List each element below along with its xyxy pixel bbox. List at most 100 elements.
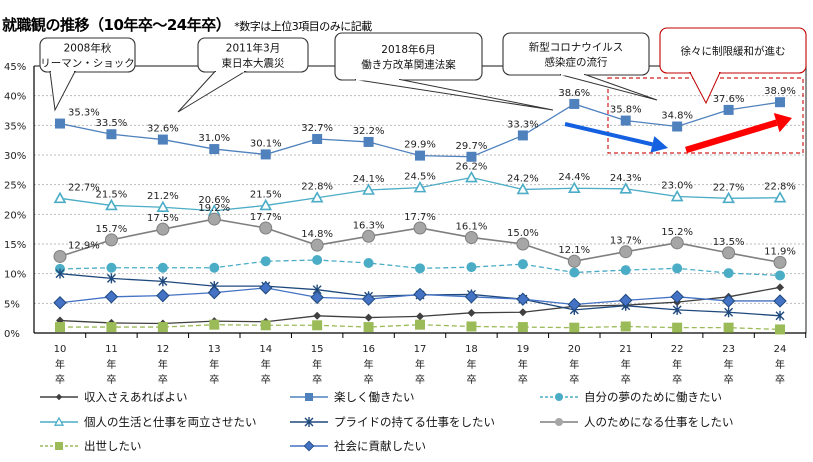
data-label: 17.5% [147, 213, 179, 224]
data-label: 32.2% [353, 126, 385, 137]
legend-item-5: プライドの持てる仕事をしたい [290, 415, 495, 429]
data-label: 11.9% [764, 246, 796, 257]
data-label: 15.0% [507, 228, 539, 239]
data-label: 23.0% [661, 181, 693, 192]
data-point [775, 310, 785, 321]
data-label: 24.4% [558, 172, 590, 183]
data-label: 14.8% [301, 229, 333, 240]
x-tick-label: 22 [671, 344, 684, 355]
callout-5: 徐々に制限緩和が進む [659, 27, 807, 105]
x-tick-suffix: 卒 [312, 373, 322, 386]
y-tick-label: 45% [4, 62, 26, 73]
series-8 [53, 281, 787, 312]
callout-tail [49, 71, 76, 112]
x-tick-suffix: 卒 [724, 373, 734, 386]
legend-label: 楽しく働きたい [334, 390, 415, 404]
data-point [55, 118, 65, 129]
x-tick-label: 18 [465, 344, 478, 355]
data-label: 22.8% [301, 182, 333, 193]
data-label: 20.6% [198, 195, 230, 206]
data-point [775, 97, 786, 108]
x-tick-label: 13 [208, 344, 221, 355]
data-point [310, 238, 324, 252]
legend-item-7: 出世したい [40, 439, 142, 453]
y-tick-label: 5% [4, 299, 20, 310]
callout-text: 感染症の流行 [545, 56, 608, 69]
x-tick-label: 16 [362, 344, 375, 355]
data-point [466, 262, 477, 273]
data-point [415, 150, 426, 161]
data-point [260, 320, 271, 331]
data-label: 22.7% [68, 182, 100, 193]
data-label: 22.8% [764, 182, 796, 193]
data-point [156, 288, 170, 303]
data-point [722, 191, 735, 204]
callout-box [334, 32, 483, 81]
legend-item-6: 人のためになる仕事をしたい [540, 415, 734, 429]
data-point [721, 294, 736, 308]
data-point [619, 245, 633, 259]
data-point [53, 249, 67, 263]
data-point [517, 322, 528, 333]
x-tick-suffix: 卒 [569, 373, 579, 386]
x-tick-suffix: 年 [621, 358, 631, 371]
data-point [518, 308, 527, 317]
data-point [362, 229, 376, 243]
data-point [363, 136, 374, 147]
data-point [106, 322, 117, 333]
data-label: 29.9% [404, 140, 436, 151]
data-point [569, 98, 580, 109]
data-label: 13.5% [713, 237, 745, 248]
x-tick-suffix: 卒 [364, 373, 374, 386]
x-tick-suffix: 年 [209, 358, 219, 371]
data-label: 37.6% [713, 94, 745, 105]
data-label: 24.2% [507, 173, 539, 184]
x-tick-label: 19 [517, 344, 530, 355]
y-tick-label: 20% [4, 210, 26, 221]
x-tick-label: 12 [156, 344, 169, 355]
data-point [259, 281, 273, 295]
legend-item-4: 個人の生活と仕事を両立させたい [40, 415, 257, 429]
data-point [54, 441, 63, 450]
data-point [567, 297, 582, 312]
data-label: 17.7% [250, 212, 282, 223]
data-label: 35.8% [610, 105, 642, 116]
data-point [569, 267, 580, 278]
data-point [157, 134, 168, 145]
data-point [361, 292, 376, 306]
trend-up-arrow-shaft [685, 119, 778, 154]
data-point [773, 294, 787, 308]
data-point [670, 290, 684, 304]
data-label: 34.8% [661, 111, 693, 122]
x-tick-suffix: 年 [724, 358, 734, 371]
data-label: 38.9% [764, 86, 796, 97]
data-label: 17.7% [404, 212, 436, 223]
data-point [53, 296, 67, 310]
data-point [516, 237, 530, 251]
data-label: 26.2% [456, 162, 488, 173]
data-point [464, 290, 479, 304]
y-tick-label: 40% [4, 92, 26, 103]
data-point [305, 392, 314, 401]
callout-text: 働き方改革関連法案 [361, 58, 456, 71]
data-point [260, 149, 271, 160]
data-point [670, 236, 684, 250]
data-label: 16.3% [353, 220, 385, 231]
data-point [55, 268, 65, 279]
data-point [157, 262, 168, 273]
x-tick-suffix: 年 [106, 358, 116, 371]
y-tick-label: 25% [4, 181, 26, 192]
legend-label: 社会に貢献したい [334, 439, 426, 453]
data-point [775, 270, 786, 281]
data-point [555, 418, 563, 426]
trend-down-arrow-head [650, 136, 668, 153]
data-label: 22.7% [713, 182, 745, 193]
x-tick-label: 11 [105, 344, 118, 355]
x-tick-suffix: 年 [672, 358, 682, 371]
data-point [465, 170, 478, 183]
callout-text: 東日本大震災 [222, 57, 285, 70]
chart-subtitle: *数字は上位3項目のみに記載 [234, 20, 372, 33]
callout-box [197, 37, 309, 73]
